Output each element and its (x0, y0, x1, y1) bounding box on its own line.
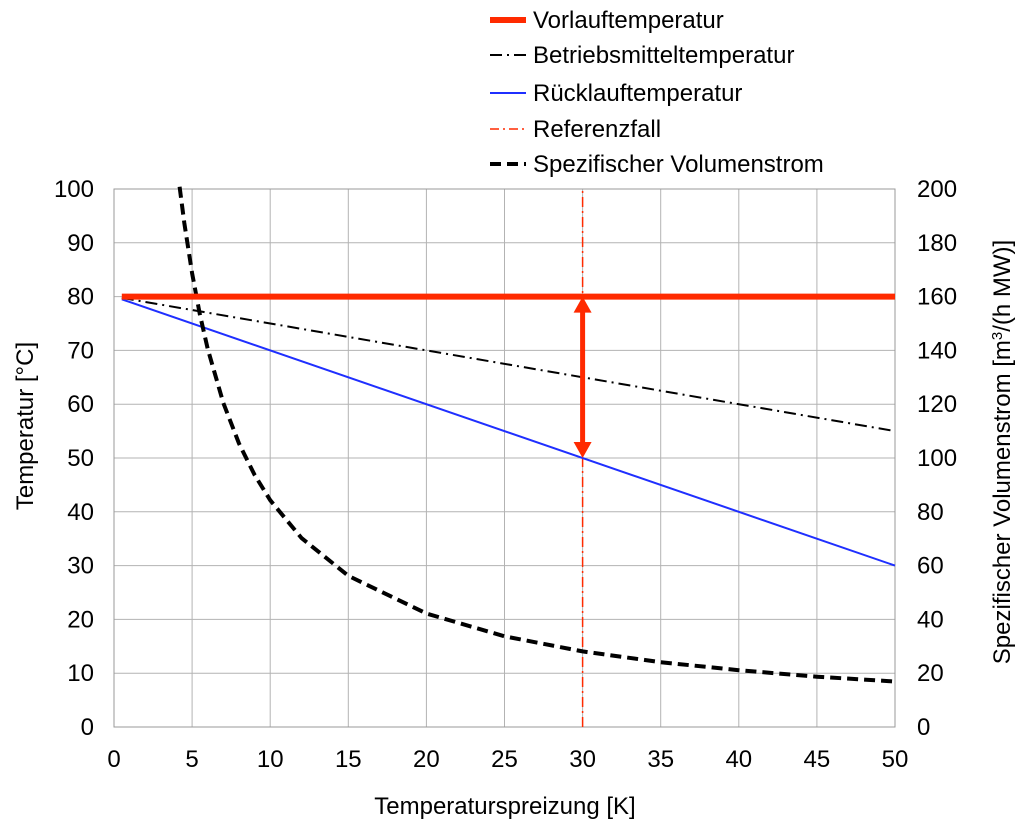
grid (113, 188, 896, 728)
x-tick-label: 25 (491, 746, 518, 773)
y2-axis-title-sup: 3 (989, 332, 1006, 340)
legend-label: Spezifischer Volumenstrom (533, 151, 824, 178)
x-tick-label: 20 (413, 746, 440, 773)
y2-axis-title-end: /(h MW)] (989, 240, 1016, 332)
y-tick-label: 0 (81, 714, 94, 741)
y-tick-label: 80 (67, 284, 94, 311)
y-tick-label: 40 (67, 499, 94, 526)
y2-tick-label: 100 (917, 445, 957, 472)
y2-tick-label: 80 (917, 499, 944, 526)
legend-label: Rücklauftemperatur (533, 80, 742, 107)
series-group (121, 186, 896, 727)
y2-tick-label: 120 (917, 391, 957, 418)
x-tick-label: 50 (882, 746, 909, 773)
x-tick-label: 45 (804, 746, 831, 773)
y2-tick-label: 140 (917, 337, 957, 364)
x-tick-label: 15 (335, 746, 362, 773)
tick-labels: 0 5 10 15 20 25 30 35 40 45 50 0 10 20 30 40 50 60 70 80 90 1… (54, 176, 957, 773)
x-axis-title: Temperaturspreizung [K] (374, 793, 635, 820)
y2-tick-label: 20 (917, 660, 944, 687)
y-tick-label: 20 (67, 606, 94, 633)
y-tick-label: 60 (67, 391, 94, 418)
y2-tick-label: 160 (917, 284, 957, 311)
x-tick-label: 5 (185, 746, 198, 773)
y-tick-label: 10 (67, 660, 94, 687)
legend: Vorlauftemperatur Betriebsmitteltemperatu… (490, 7, 824, 178)
y2-tick-label: 40 (917, 606, 944, 633)
y-axis-title: Temperatur [°C] (12, 342, 39, 510)
y2-tick-label: 60 (917, 553, 944, 580)
series-line-betriebsmitteltemperatur (121, 296, 896, 433)
y2-axis-title-main: Spezifischer Volumenstrom [m (989, 340, 1016, 664)
y-tick-label: 70 (67, 337, 94, 364)
y-tick-label: 90 (67, 230, 94, 257)
series-line-r-cklauftemperatur (121, 298, 896, 567)
legend-label: Vorlauftemperatur (533, 7, 724, 34)
y-tick-label: 100 (54, 176, 94, 203)
arrow-head-up (573, 296, 592, 313)
x-tick-label: 30 (569, 746, 596, 773)
y2-tick-label: 180 (917, 230, 957, 257)
annotations (573, 296, 592, 458)
y-tick-label: 50 (67, 445, 94, 472)
y-tick-label: 30 (67, 553, 94, 580)
legend-label: Betriebsmitteltemperatur (533, 42, 794, 69)
plot-frame (113, 188, 896, 728)
y2-tick-label: 0 (917, 714, 930, 741)
x-tick-label: 10 (257, 746, 284, 773)
arrow-head-down (573, 442, 592, 458)
series-line-spezifischer-volumenstrom (177, 186, 896, 684)
x-tick-label: 35 (647, 746, 674, 773)
x-tick-label: 40 (725, 746, 752, 773)
x-tick-label: 0 (107, 746, 120, 773)
legend-label: Referenzfall (533, 116, 661, 143)
y2-axis-title: Spezifischer Volumenstrom [m3/(h MW)] (989, 240, 1017, 664)
y2-tick-label: 200 (917, 176, 957, 203)
